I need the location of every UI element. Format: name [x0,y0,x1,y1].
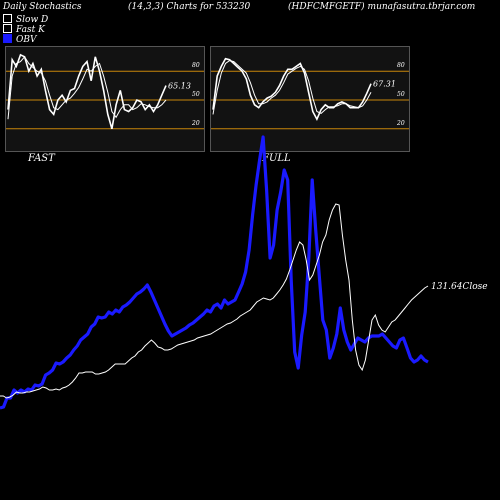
fast-panel-label: FAST [28,153,55,164]
level-label-80: 80 [192,62,200,69]
legend-slow-d: Slow D [3,14,48,25]
level-label-80: 80 [397,62,405,69]
obv-line [0,135,429,410]
price-line [0,203,429,399]
level-label-50: 50 [192,91,200,98]
level-label-50: 50 [397,91,405,98]
full-fast-k-line [212,57,372,122]
legend-swatch-box [3,24,12,33]
level-label-20: 20 [191,120,200,127]
price-close-label: 131.64Close [431,282,488,292]
legend-swatch-box [3,14,12,23]
header-parameters: (14,3,3) Charts for 533230 [128,2,251,12]
full-last-value: 67.31 [373,80,396,89]
header-symbol-site: (HDFCMFGETF) munafasutra.tbrjar.com [288,2,476,12]
header-title: Daily Stochastics [3,2,82,12]
legend-swatch-obv [3,34,12,43]
legend-obv: OBV [3,34,37,45]
fast-fast-k-line [7,53,167,130]
legend-fast-k: Fast K [3,24,45,35]
legend-obv-label: OBV [16,35,37,45]
fast-last-value: 65.13 [168,82,191,91]
full-panel-label: FULL [262,153,291,164]
level-label-20: 20 [396,120,405,127]
legend-slow-d-label: Slow D [16,15,49,25]
legend-fast-k-label: Fast K [16,25,45,35]
